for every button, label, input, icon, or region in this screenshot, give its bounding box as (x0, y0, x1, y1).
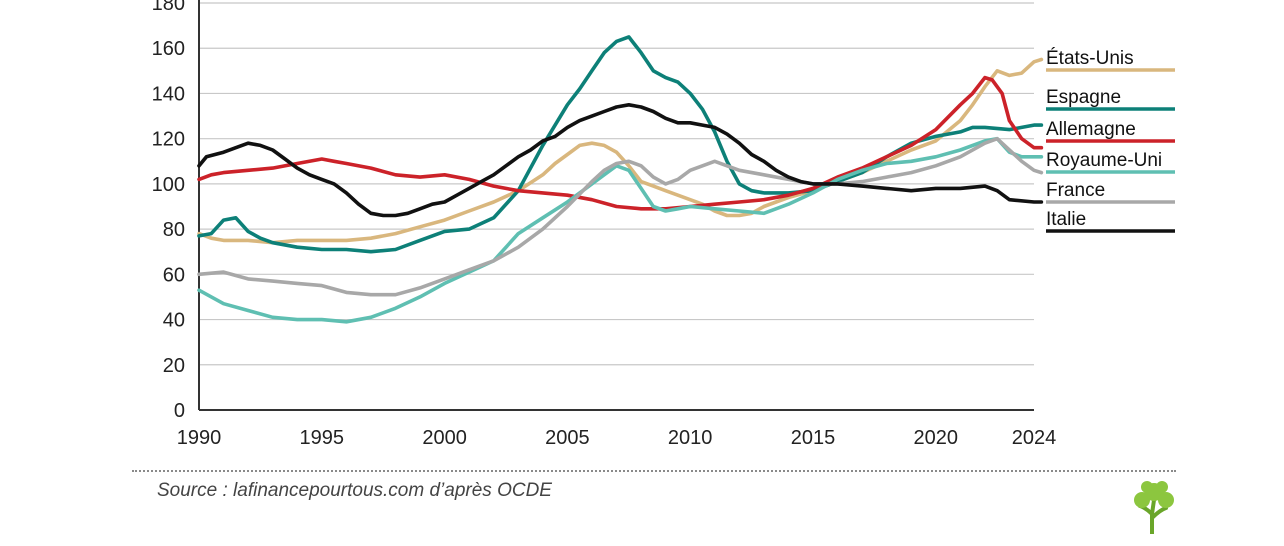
x-tick-label: 1990 (177, 427, 222, 449)
legend-label: Espagne (1046, 87, 1121, 108)
y-tick-label: 20 (163, 355, 185, 377)
legend-label: États-Unis (1046, 48, 1134, 69)
y-tick-label: 80 (163, 219, 185, 241)
x-tick-label: 2015 (791, 427, 836, 449)
legend-label: Italie (1046, 209, 1086, 230)
legend-label: Allemagne (1046, 119, 1136, 140)
x-tick-label: 2020 (914, 427, 959, 449)
source-separator (132, 470, 1176, 472)
x-tick-label: 2000 (422, 427, 467, 449)
legend-label: France (1046, 180, 1105, 201)
y-tick-label: 60 (163, 264, 185, 286)
series-line-3 (197, 136, 1044, 324)
y-tick-label: 180 (152, 0, 185, 15)
x-tick-label: 2010 (668, 427, 713, 449)
y-tick-label: 100 (152, 174, 185, 196)
series-line-2 (197, 75, 1044, 211)
series-lines (197, 35, 1044, 324)
legend-label: Royaume-Uni (1046, 150, 1162, 171)
y-tick-label: 160 (152, 38, 185, 60)
y-tick-labels: 0 20 40 60 80 100 120 140 160 180 (152, 0, 185, 422)
source-note: Source : lafinancepourtous.com d’après O… (157, 480, 552, 501)
y-tick-label: 40 (163, 310, 185, 332)
x-tick-label: 1995 (300, 427, 345, 449)
series-line-0 (197, 57, 1044, 245)
series-line-5 (197, 103, 1044, 218)
legend: États-Unis Espagne Allemagne Royaume-Uni Fra… (1046, 48, 1175, 233)
y-tick-label: 0 (174, 400, 185, 422)
x-tick-label: 2024 (1012, 427, 1057, 449)
x-tick-labels: 1990 1995 2000 2005 2010 2015 2020 2024 (177, 427, 1057, 449)
series-line-4 (197, 136, 1044, 297)
series-line-1 (197, 35, 1044, 254)
tree-icon (1134, 481, 1174, 534)
grid-lines (199, 2, 1034, 366)
axes (198, 0, 1034, 411)
y-tick-label: 140 (152, 83, 185, 105)
x-tick-label: 2005 (545, 427, 590, 449)
y-tick-label: 120 (152, 129, 185, 151)
